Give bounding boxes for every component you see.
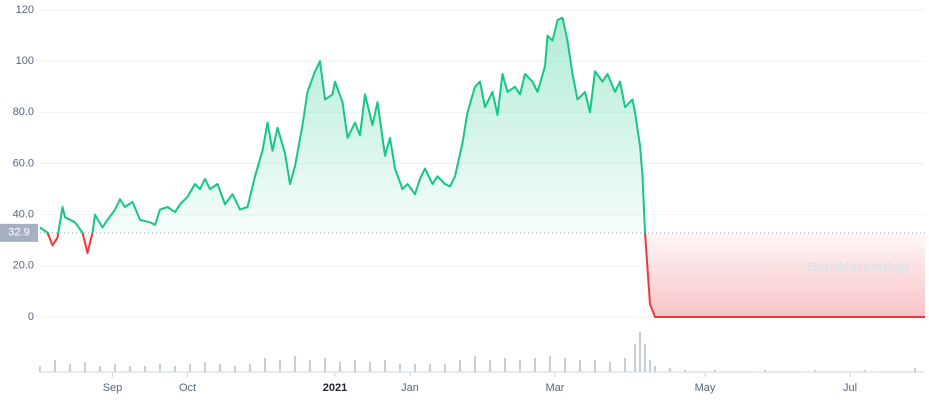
volume-bar [144,366,146,372]
volume-bar [99,366,101,372]
x-tick-label: Jul [843,382,857,394]
x-tick-label: May [695,382,716,394]
volume-bar [54,360,56,372]
volume-bar [264,358,266,372]
volume-bar [294,356,296,372]
y-tick-label: 120 [16,4,34,16]
volume-bar [644,344,646,372]
volume-bar [459,360,461,372]
volume-bar [429,364,431,372]
volume-bar [354,360,356,372]
volume-bar [864,370,866,372]
volume-bar [84,362,86,372]
volume-bar [384,360,386,372]
volume-bar [564,358,566,372]
volume-bar [489,360,491,372]
volume-bar [474,356,476,372]
volume-bar [594,360,596,372]
volume-bar [914,368,916,372]
volume-bar [669,368,671,372]
volume-bar [324,358,326,372]
volume-bar [369,362,371,372]
volume-bar [309,360,311,372]
volume-bar [129,366,131,372]
volume-bar [234,366,236,372]
volume-bar [189,364,191,372]
volume-bar [414,364,416,372]
volume-bar [69,364,71,372]
volume-bar [649,360,651,372]
volume-bar [249,364,251,372]
y-tick-label: 80.0 [13,106,34,118]
x-tick-label: Mar [546,382,565,394]
volume-bar [204,362,206,372]
volume-bar [174,366,176,372]
volume-bar [39,366,41,372]
volume-bar [219,364,221,372]
volume-bar [654,366,656,372]
volume-bar [634,344,636,372]
volume-bar [609,362,611,372]
volume-bar [764,370,766,372]
volume-bar [279,360,281,372]
volume-bar [159,364,161,372]
baseline-label: 32.9 [8,227,29,239]
volume-bar [444,364,446,372]
x-tick-label: Sep [103,382,123,394]
volume-bar [399,364,401,372]
price-line [39,16,925,318]
volume-bar [534,358,536,372]
y-tick-label: 0 [28,311,34,323]
y-tick-label: 60.0 [13,157,34,169]
volume-bar [714,370,716,372]
x-tick-label: 2021 [323,382,347,394]
baseline-label-box [0,223,38,242]
volume-bar [579,360,581,372]
x-tick-label: Oct [179,382,196,394]
volume-bar [504,358,506,372]
y-tick-label: 40.0 [13,209,34,221]
volume-bar [519,360,521,372]
volume-bar [814,370,816,372]
volume-bar [639,332,641,372]
y-tick-label: 100 [16,55,34,67]
watermark: CoinMarketCap [807,259,910,275]
volume-bar [549,356,551,372]
x-tick-label: Jan [401,382,419,394]
volume-bar [339,362,341,372]
volume-bar [684,370,686,372]
y-tick-label: 20.0 [13,260,34,272]
volume-bar [624,358,626,372]
volume-bar [114,364,116,372]
price-area [40,17,925,317]
